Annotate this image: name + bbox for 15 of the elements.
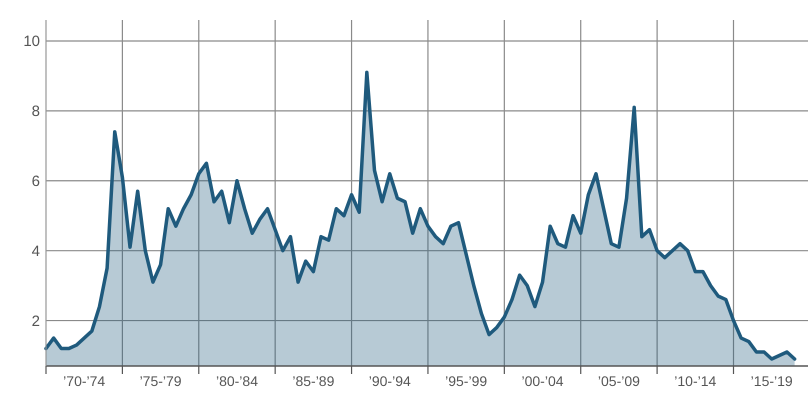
- x-tick-label: ’80-’84: [216, 373, 258, 389]
- y-tick-label: 4: [32, 242, 40, 260]
- x-tick-label: ’10-’14: [674, 373, 717, 389]
- x-tick-label: ’85-’89: [292, 373, 335, 389]
- x-tick-label: ’00-’04: [522, 373, 564, 389]
- x-tick-label: ’90-’94: [368, 373, 411, 389]
- y-tick-label: 10: [23, 33, 40, 50]
- x-tick-label: ’15-’19: [750, 373, 793, 389]
- y-tick-label: 8: [32, 103, 40, 120]
- x-tick-label: ’05-’09: [598, 373, 640, 389]
- x-tick-label: ’75-’79: [140, 373, 182, 389]
- x-tick-label: ’95-’99: [445, 373, 488, 389]
- x-tick-label: ’70-’74: [63, 373, 106, 389]
- y-tick-label: 6: [32, 173, 40, 190]
- y-tick-label: 2: [32, 312, 40, 330]
